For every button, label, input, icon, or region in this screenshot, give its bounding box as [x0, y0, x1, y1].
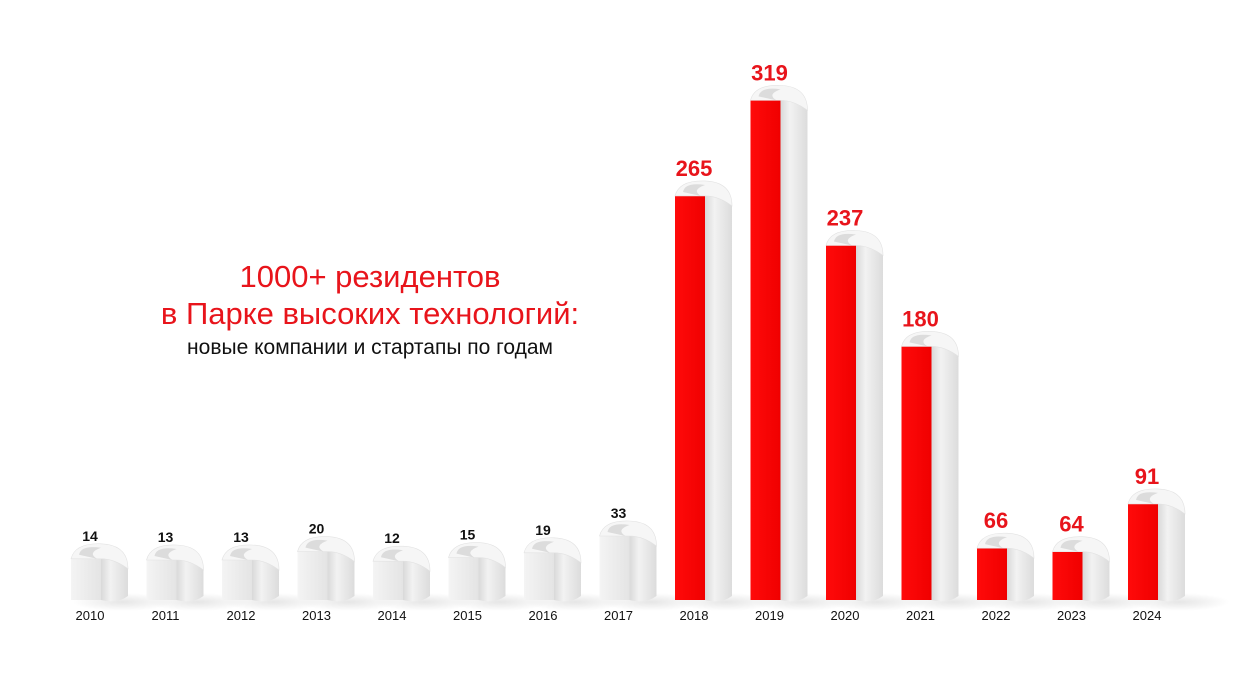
bar-side [101, 555, 128, 602]
bar-top-hollow [607, 524, 630, 536]
bar-top-hollow [230, 548, 252, 560]
bar-side [176, 556, 204, 602]
year-label-2010: 2010 [76, 608, 105, 623]
year-label-2024: 2024 [1133, 608, 1162, 623]
bar-front [977, 548, 1007, 600]
bar-2018 [674, 180, 733, 602]
bar-top-hollow [985, 536, 1007, 549]
value-label-2020: 237 [827, 206, 864, 231]
bar-front [826, 245, 856, 600]
value-label-2016: 19 [535, 522, 551, 538]
value-label-2012: 13 [233, 529, 249, 545]
bar-side [252, 556, 279, 602]
bar-2019 [750, 85, 808, 602]
value-label-2010: 14 [82, 528, 98, 544]
bar-front [599, 536, 630, 600]
bar-2024 [1127, 488, 1186, 602]
bar-side [629, 532, 657, 602]
bar-2016 [523, 537, 582, 602]
value-label-2019: 319 [751, 60, 788, 85]
year-label-2016: 2016 [529, 608, 558, 623]
bar-front [524, 552, 554, 600]
bar-front [1052, 551, 1083, 600]
bar-side [856, 242, 883, 602]
bar-2017 [599, 520, 657, 602]
bar-top-hollow [909, 334, 932, 347]
bar-side [403, 557, 430, 602]
bar-2010 [70, 543, 129, 602]
year-label-2017: 2017 [604, 608, 633, 623]
year-label-2023: 2023 [1057, 608, 1086, 623]
bar-2022 [976, 532, 1035, 602]
bar-front [1128, 503, 1158, 600]
bar-top-hollow [1136, 492, 1158, 504]
bar-front [448, 557, 479, 600]
bar-2023 [1052, 536, 1110, 602]
bar-2020 [825, 230, 884, 602]
value-label-2011: 13 [158, 529, 174, 545]
bar-front [373, 561, 403, 600]
bar-side [478, 554, 506, 602]
value-label-2023: 64 [1059, 512, 1084, 537]
value-label-2015: 15 [460, 527, 476, 543]
bar-top-hollow [834, 233, 856, 246]
year-label-2022: 2022 [982, 608, 1011, 623]
year-label-2019: 2019 [755, 608, 784, 623]
value-label-2014: 12 [384, 530, 400, 546]
bar-top-hollow [456, 545, 479, 558]
bar-side [931, 343, 959, 602]
bar-2015 [448, 542, 506, 602]
bar-front [901, 346, 932, 600]
bar-front [675, 195, 705, 600]
value-label-2017: 33 [611, 505, 627, 521]
bar-side [327, 548, 355, 602]
bar-2013 [297, 536, 355, 602]
value-label-2013: 20 [309, 521, 325, 537]
year-label-2012: 2012 [227, 608, 256, 623]
bar-top-hollow [1060, 540, 1083, 552]
bar-side [1082, 548, 1110, 602]
bar-top-hollow [758, 88, 781, 101]
chart-title-line-2: в Парке высоких технологий: [160, 296, 580, 331]
bar-2014 [372, 545, 431, 602]
year-label-2021: 2021 [906, 608, 935, 623]
bar-side [780, 97, 808, 602]
bar-side [554, 549, 581, 602]
chart-title-line-1: 1000+ резидентов [239, 259, 501, 294]
value-label-2024: 91 [1135, 464, 1159, 489]
value-label-2022: 66 [984, 508, 1008, 533]
year-label-2020: 2020 [831, 608, 860, 623]
bar-front [71, 558, 101, 600]
year-label-2011: 2011 [152, 608, 180, 623]
bar-2021 [901, 331, 959, 602]
bar-front [146, 560, 177, 600]
chart-subtitle: новые компании и стартапы по годам [187, 336, 553, 359]
year-label-2013: 2013 [302, 608, 331, 623]
bar-2012 [221, 544, 280, 602]
bar-top-hollow [154, 548, 177, 560]
bar-top-hollow [305, 539, 328, 552]
bar-top-hollow [79, 547, 101, 559]
bar-top-hollow [683, 184, 705, 196]
bar-2011 [146, 544, 204, 602]
year-label-2018: 2018 [680, 608, 709, 623]
value-label-2018: 265 [676, 156, 713, 181]
bar-side [1158, 500, 1185, 602]
year-label-2014: 2014 [378, 608, 407, 623]
bar-front [222, 560, 252, 600]
year-label-2015: 2015 [453, 608, 482, 623]
bar-top-hollow [532, 541, 554, 553]
bar-top-hollow [381, 549, 403, 562]
bar-side [705, 192, 732, 602]
bar-front [297, 551, 328, 600]
bar-front [750, 100, 781, 601]
value-label-2021: 180 [902, 306, 939, 331]
bar-side [1007, 544, 1034, 602]
chart-title-block: 1000+ резидентов в Парке высоких техноло… [90, 258, 650, 362]
